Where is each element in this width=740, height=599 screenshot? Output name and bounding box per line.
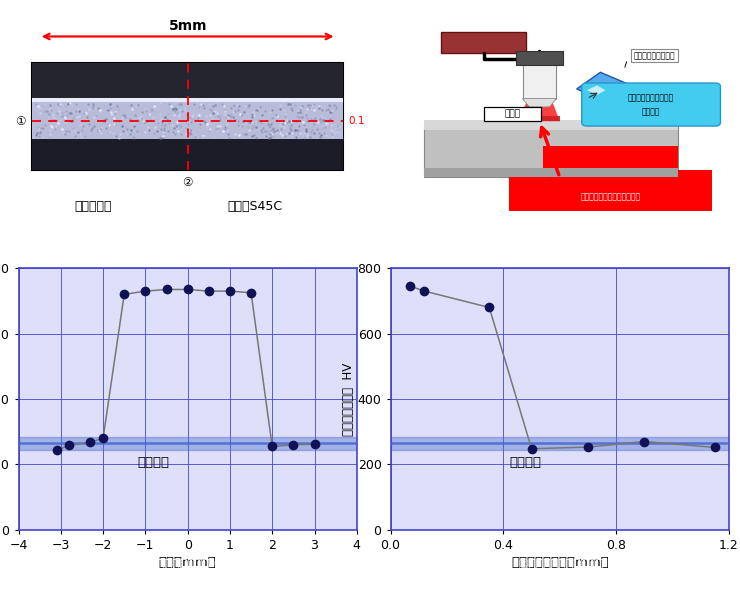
Polygon shape xyxy=(522,99,556,107)
Bar xyxy=(32,98,343,102)
Bar xyxy=(519,116,559,121)
Text: 母材硬さ: 母材硬さ xyxy=(509,456,541,469)
Text: 母材硬さ: 母材硬さ xyxy=(137,456,169,469)
Text: レーザー光移動方向: レーザー光移動方向 xyxy=(633,51,676,60)
Polygon shape xyxy=(519,68,559,121)
FancyBboxPatch shape xyxy=(484,107,541,121)
Polygon shape xyxy=(587,86,605,95)
Y-axis label: ビッカーズ硬さ  HV: ビッカーズ硬さ HV xyxy=(342,362,354,435)
Bar xyxy=(18,437,357,450)
Text: 5mm: 5mm xyxy=(169,19,207,33)
Bar xyxy=(425,168,678,177)
Text: 硬化部: 硬化部 xyxy=(505,110,520,119)
Text: ②: ② xyxy=(182,176,193,189)
Bar xyxy=(509,182,712,211)
X-axis label: 位置［mm］: 位置［mm］ xyxy=(159,556,217,569)
Text: レーザー照射による発熱部位: レーザー照射による発熱部位 xyxy=(580,192,641,201)
Bar xyxy=(32,63,343,99)
Text: 0.1: 0.1 xyxy=(349,116,365,126)
Text: 温度測定: 温度測定 xyxy=(642,107,660,116)
Text: 焼入れ断面: 焼入れ断面 xyxy=(74,199,112,213)
X-axis label: 表面からの深さ［mm］: 表面からの深さ［mm］ xyxy=(511,556,608,569)
Bar xyxy=(425,125,678,177)
Bar xyxy=(516,51,563,65)
Bar xyxy=(522,63,556,99)
Bar xyxy=(391,437,729,450)
Text: 素材：S45C: 素材：S45C xyxy=(228,199,283,213)
Polygon shape xyxy=(576,72,634,104)
Bar xyxy=(32,63,343,170)
Bar xyxy=(32,139,343,170)
Polygon shape xyxy=(509,146,712,211)
Bar xyxy=(425,120,678,129)
Text: ①: ① xyxy=(15,115,25,128)
Text: ①測定位置：試料表面から 0.1 の深さ: ①測定位置：試料表面から 0.1 の深さ xyxy=(115,558,260,571)
Text: 放射温度計で発熱部の: 放射温度計で発熱部の xyxy=(628,93,674,102)
Text: ②測定位置：硬化部中心: ②測定位置：硬化部中心 xyxy=(517,558,603,571)
FancyBboxPatch shape xyxy=(582,83,721,126)
Bar xyxy=(441,32,526,53)
Bar xyxy=(32,99,343,139)
